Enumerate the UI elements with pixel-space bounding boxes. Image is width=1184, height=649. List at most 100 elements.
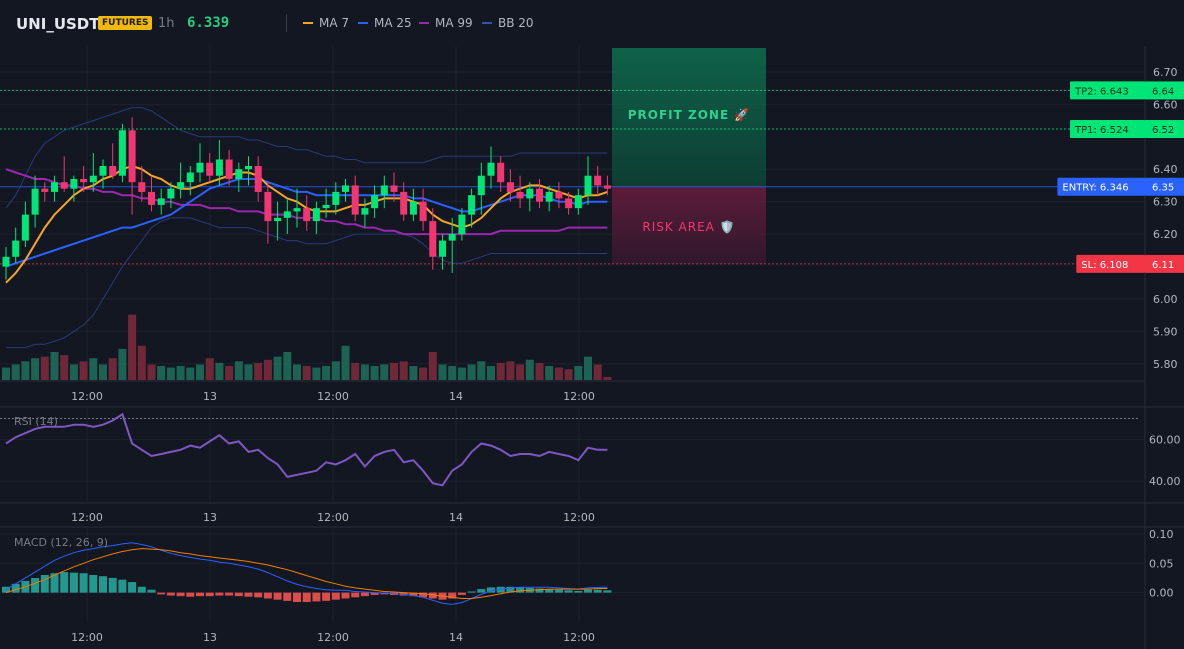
candle-body [332,191,340,205]
symbol-name[interactable]: UNI_USDT [16,15,100,33]
time-tick-label: 14 [449,390,463,403]
candle-body [487,162,495,176]
macd-histogram-bar [564,590,573,593]
macd-histogram-bar [157,592,166,595]
candle-body [429,221,437,257]
volume-bar [147,364,156,380]
candle-body [80,178,88,183]
macd-histogram-bar [409,592,418,597]
level-label-box [1070,120,1145,139]
macd-histogram-bar [244,592,253,597]
macd-histogram-bar [225,592,234,596]
volume-bar [322,366,331,380]
volume-bar [283,352,292,380]
risk-zone-label: RISK AREA 🛡️ [642,220,735,234]
macd-histogram-bar [40,575,49,593]
macd-histogram-bar [554,589,563,593]
candle-body [70,178,78,189]
volume-bar [564,369,573,380]
candle-body [2,256,10,267]
macd-histogram-bar [467,591,476,593]
legend-label: BB 20 [498,16,534,30]
candle-body [526,188,534,199]
candle-body [584,175,592,196]
price-tick-label: 6.30 [1153,196,1178,209]
volume-bar [370,366,379,380]
macd-histogram-bar [234,592,243,597]
candle-body [603,185,611,189]
legend-ma99[interactable]: MA 99 [419,16,473,30]
volume-bar [351,362,360,380]
candle-body [303,208,311,222]
legend-ma25[interactable]: MA 25 [358,16,412,30]
level-label: SL: 6.108 [1081,260,1128,271]
time-tick-label: 12:00 [317,390,349,403]
level-axis-tag [1145,254,1184,273]
macd-tick-label: 0.10 [1149,528,1174,541]
candle-body [235,169,243,179]
macd-histogram-bar [448,592,457,599]
macd-histogram-bar [535,588,544,593]
legend-ma7[interactable]: MA 7 [303,16,349,30]
legend-swatch [358,22,368,24]
level-axis-tag [1145,177,1184,196]
candle-body [409,201,417,215]
volume-bar [11,364,20,380]
time-tick-label: 12:00 [563,390,595,403]
macd-line [5,542,608,605]
candle-body [400,191,408,215]
volume-bar [341,345,350,380]
candle-body [555,191,563,199]
macd-histogram-bar [50,573,59,593]
macd-histogram-bar [351,592,360,598]
volume-bar [477,361,486,380]
candle-body [312,208,320,222]
macd-histogram-bar [360,592,369,597]
candle-body [361,208,369,215]
candle-body [196,162,204,173]
volume-bar [31,358,40,380]
candle-body [390,185,398,192]
legend-bb20[interactable]: BB 20 [482,16,534,30]
candle-body [283,211,291,218]
candle-body [89,175,97,183]
volume-bar [234,361,243,380]
rsi-pane-label: RSI (14) [14,415,58,428]
volume-bar [535,362,544,380]
volume-bar [554,367,563,380]
profit-zone [612,48,766,187]
volume-bar [574,366,583,380]
candle-body [118,130,126,176]
macd-histogram-bar [516,587,525,593]
candle-body [31,188,39,215]
price-tick-label: 6.40 [1153,163,1178,176]
volume-bar [166,367,175,380]
candle-body [206,162,214,176]
legend-swatch [303,22,313,24]
macd-histogram-bar [283,592,292,601]
candle-body [545,191,553,202]
volume-bar [137,345,146,380]
macd-histogram-bar [341,592,350,599]
level-axis-value: 6.35 [1152,183,1174,194]
volume-bar [99,364,107,380]
candle-body [41,188,49,192]
level-label: ENTRY: 6.346 [1062,183,1128,194]
candle-body [371,195,379,209]
volume-bar [176,366,185,380]
volume-bar [496,362,505,380]
volume-bar [467,364,476,380]
candle-body [458,214,466,235]
macd-histogram-bar [331,592,340,600]
time-tick-label: 13 [203,390,217,403]
volume-bar [419,367,428,380]
level-axis-value: 6.64 [1152,86,1174,97]
macd-histogram-bar [69,572,78,593]
timeframe-label[interactable]: 1h [158,16,175,31]
candle-body [21,214,29,241]
macd-histogram-bar [186,592,195,597]
volume-bar [506,361,515,380]
macd-tick-label: 0.05 [1149,557,1174,570]
legend-label: MA 25 [374,16,412,30]
